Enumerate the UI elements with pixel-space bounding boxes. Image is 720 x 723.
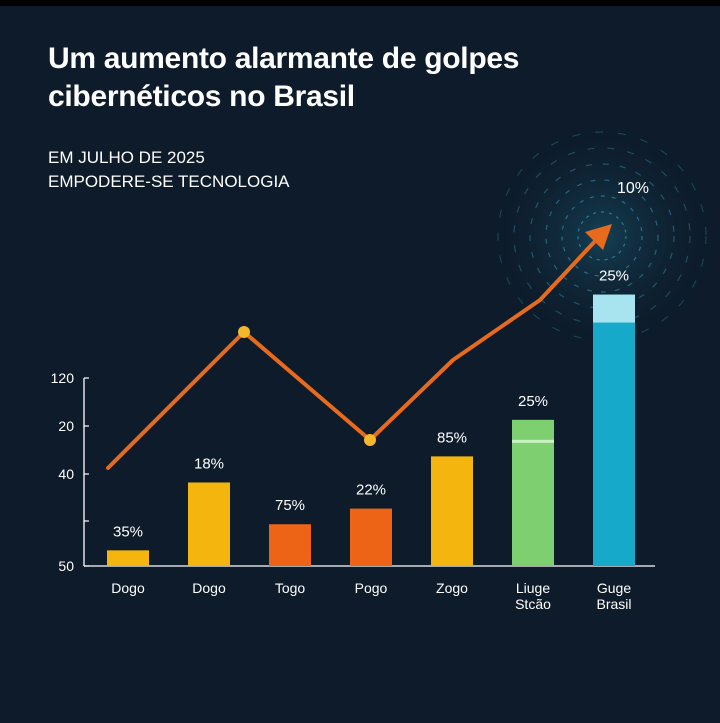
labels-group: 35% Dogo 18% Dogo 75% Togo 22% Pogo 85% Zogo 25% Li…: [111, 180, 649, 612]
data-label: 25%: [518, 393, 548, 410]
radar-ring: [545, 179, 659, 293]
subtitle-date: EM JULHO DE 2025: [48, 148, 205, 167]
bar-highlight: [593, 294, 635, 323]
radar-ring: [529, 163, 675, 309]
x-tick-label: Stcão: [515, 596, 551, 612]
bar: [593, 294, 635, 566]
top-border: [0, 0, 720, 6]
data-label: 75%: [275, 497, 305, 514]
trend-marker: [238, 326, 250, 338]
trend-end-label: 10%: [617, 180, 649, 197]
data-label: 35%: [113, 523, 143, 540]
data-label: 22%: [356, 482, 386, 499]
x-tick-label: Dogo: [192, 580, 226, 596]
x-tick-label: Guge: [597, 580, 631, 596]
bar: [512, 419, 554, 566]
x-tick-label: Zogo: [436, 580, 468, 596]
trend-marker: [364, 434, 376, 446]
radar-ring: [513, 147, 691, 325]
x-tick-label: Liuge: [516, 580, 550, 596]
x-tick-label: Togo: [275, 580, 306, 596]
data-label: 85%: [437, 429, 467, 446]
radar-ring: [577, 211, 627, 261]
subtitle: EM JULHO DE 2025 EMPODERE-SE TECNOLOGIA: [48, 146, 290, 194]
data-label: 25%: [599, 268, 629, 285]
data-label: 18%: [194, 455, 224, 472]
subtitle-source: EMPODERE-SE TECNOLOGIA: [48, 172, 290, 191]
y-tick-label: 40: [58, 466, 74, 482]
radar-ring: [561, 195, 643, 277]
bar: [350, 508, 392, 566]
trend-line-group: [106, 224, 612, 470]
y-tick-label: 50: [58, 558, 74, 574]
trend-arrowhead: [585, 224, 612, 250]
x-tick-label: Brasil: [596, 596, 631, 612]
bar: [107, 550, 149, 566]
bar: [431, 456, 473, 566]
y-tick-label: 120: [51, 370, 75, 386]
trend-line: [106, 236, 600, 470]
y-tick-label: 20: [58, 418, 74, 434]
bar-highlight: [512, 439, 554, 443]
bar: [269, 524, 311, 566]
x-tick-label: Dogo: [111, 580, 145, 596]
bars-group: [107, 294, 635, 566]
page-title: Um aumento alarmante de golpes cibernéti…: [48, 42, 520, 113]
x-tick-label: Pogo: [355, 580, 388, 596]
bar: [188, 482, 230, 566]
